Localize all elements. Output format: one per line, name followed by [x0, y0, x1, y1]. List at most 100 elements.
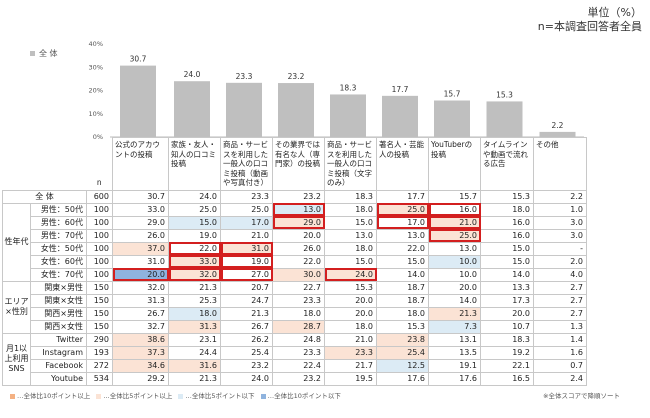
bar-value-label: 15.7 [444, 89, 461, 98]
value-cell: 15.3 [376, 319, 429, 334]
n-cell: 600 [86, 189, 113, 204]
legend-swatch [30, 51, 35, 56]
value-cell: 7.3 [428, 319, 481, 334]
footer-legend-swatch [178, 393, 184, 399]
bar [278, 83, 314, 137]
footer-note: ※全体スコアで降順ソート [543, 392, 620, 400]
table-row: 男性：60代 100 29.0 15.0 17.0 29.0 15.0 17.0 21.0 16.… [3, 215, 587, 230]
value-cell: 2.0 [533, 254, 587, 269]
value-cell: 37.0 [112, 241, 169, 256]
column-header: 家族・友人・知人の口コミ投稿 [168, 137, 221, 191]
value-cell: 15.0 [376, 254, 429, 269]
row-label: Twitter [30, 332, 87, 347]
respondents-text: n=本調査回答者全員 [537, 20, 642, 33]
column-header: 商品・サービスを利用した一般人の口コミ投稿（文字のみ） [324, 137, 377, 191]
row-label: Youtube [30, 371, 87, 386]
value-cell: 25.4 [376, 345, 429, 360]
value-cell: 32.7 [112, 319, 169, 334]
value-cell: 21.0 [220, 228, 273, 243]
value-cell: 20.0 [272, 228, 325, 243]
value-cell: 2.2 [533, 189, 587, 204]
value-cell: 10.7 [480, 319, 534, 334]
n-cell: 100 [86, 254, 113, 269]
value-cell: 21.0 [428, 215, 481, 230]
footer-legend-swatch [260, 393, 266, 399]
value-cell: 28.7 [272, 319, 325, 334]
value-cell: 16.5 [480, 371, 534, 386]
table-row: Facebook 272 34.6 31.6 23.2 22.4 21.7 12.5 19.1 2… [3, 358, 587, 373]
n-cell: 272 [86, 358, 113, 373]
value-cell: 18.0 [376, 306, 429, 321]
value-cell: 22.0 [272, 254, 325, 269]
value-cell: 2.7 [533, 306, 587, 321]
value-cell: 21.3 [168, 371, 221, 386]
row-group-label: 性年代 [2, 202, 31, 282]
value-cell: 19.0 [168, 228, 221, 243]
value-cell: 18.3 [480, 332, 534, 347]
table-row: 女性：60代 100 31.0 33.0 19.0 22.0 15.0 15.0 10.0 15.… [3, 254, 587, 269]
value-cell: 21.0 [324, 332, 377, 347]
row-label: 女性：60代 [30, 254, 87, 269]
value-cell: 1.3 [533, 319, 587, 334]
column-header: その業界では有名な人（専門家）の投稿 [272, 137, 325, 191]
bar [226, 82, 262, 137]
unit-text: 単位（%） [587, 6, 642, 19]
table-row: 月1以上利用SNS Twitter 290 38.6 23.1 26.2 24.8 21.0 2… [2, 332, 587, 386]
header-n: n [96, 178, 102, 187]
footer-legend-swatch [10, 393, 15, 399]
value-cell: 2.7 [533, 280, 587, 295]
value-cell: 23.8 [376, 332, 429, 347]
value-cell: 37.3 [112, 345, 169, 360]
n-cell: 100 [86, 215, 113, 230]
row-group-label: 月1以上利用SNS [2, 332, 31, 386]
value-cell: 21.7 [324, 358, 377, 373]
bar [486, 101, 523, 137]
value-cell: 19.0 [220, 254, 273, 269]
value-cell: 21.3 [168, 280, 221, 295]
value-cell: 15.0 [480, 254, 534, 269]
value-cell: 29.2 [112, 371, 169, 386]
n-cell: 150 [86, 280, 113, 295]
value-cell: 34.6 [112, 358, 169, 373]
table-row: Youtube 534 29.2 21.3 24.0 23.2 19.5 17.6 17.6 16… [3, 371, 587, 386]
value-cell: 31.0 [112, 254, 169, 269]
row-label: 関東×男性 [30, 280, 87, 295]
value-cell: 20.7 [220, 280, 273, 295]
value-cell: 18.7 [376, 293, 429, 308]
value-cell: 26.0 [112, 228, 169, 243]
value-cell: 24.0 [324, 267, 377, 282]
value-cell: 25.0 [428, 228, 481, 243]
value-cell: 24.4 [168, 345, 221, 360]
y-tick-label: 10% [89, 110, 103, 118]
value-cell: 31.3 [112, 293, 169, 308]
column-header: その他 [533, 137, 587, 191]
y-tick-label: 40% [89, 40, 103, 48]
footer-legend-swatch [96, 393, 102, 399]
bar-value-label: 23.3 [236, 72, 253, 81]
value-cell: 18.7 [376, 280, 429, 295]
value-cell: 30.7 [112, 189, 169, 204]
table-row: 性年代 男性：50代 100 33.0 25.0 25.0 13.0 18.0 25.0 16.0… [2, 202, 587, 282]
value-cell: 16.0 [480, 215, 534, 230]
value-cell: 17.0 [376, 215, 429, 230]
column-header: タイムラインや動画で流れる広告 [480, 137, 534, 191]
bar-value-label: 17.7 [392, 85, 409, 94]
value-cell: 15.0 [324, 254, 377, 269]
value-cell: 38.6 [112, 332, 169, 347]
value-cell: 15.3 [324, 280, 377, 295]
value-cell: 20.0 [428, 280, 481, 295]
row-group-label: エリア×性別 [2, 280, 31, 334]
value-cell: 25.4 [220, 345, 273, 360]
value-cell: 17.6 [376, 371, 429, 386]
value-cell: 2.7 [533, 293, 587, 308]
bar-value-label: 15.3 [496, 90, 513, 99]
row-label: 男性：60代 [30, 215, 87, 230]
column-header: YouTuberの投稿 [428, 137, 481, 191]
bar-value-label: 18.3 [340, 83, 357, 92]
value-cell: 3.0 [533, 215, 587, 230]
value-cell: 26.2 [220, 332, 273, 347]
value-cell: 15.3 [480, 189, 534, 204]
value-cell: 14.0 [428, 293, 481, 308]
table-row: 関西×男性 150 26.7 18.0 21.3 18.0 20.0 18.0 21.3 20.0… [3, 306, 587, 321]
y-tick-label: 0% [93, 133, 103, 140]
